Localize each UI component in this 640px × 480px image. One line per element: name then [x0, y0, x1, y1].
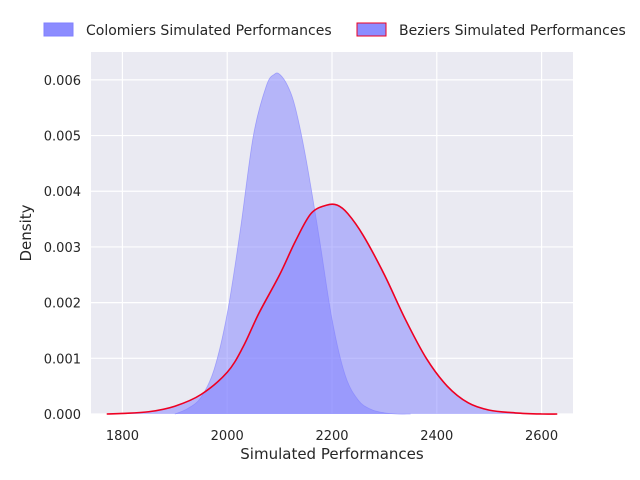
- series-2-line: [106, 203, 558, 415]
- series-1-area: [174, 72, 411, 415]
- y-tick-label: 0.002: [44, 297, 81, 312]
- y-tick-label: 0.000: [44, 408, 81, 423]
- x-axis-title: Simulated Performances: [240, 445, 424, 463]
- y-axis-ticks: 0.000 0.001 0.002 0.003 0.004 0.005 0.006: [44, 74, 81, 423]
- y-tick-label: 0.006: [44, 74, 81, 89]
- x-tick-label: 2400: [420, 429, 453, 444]
- y-tick-label: 0.003: [44, 241, 81, 256]
- y-tick-label: 0.005: [44, 130, 81, 145]
- x-tick-label: 2600: [525, 429, 558, 444]
- series-2-area: [106, 204, 558, 415]
- x-tick-label: 2000: [211, 429, 244, 444]
- x-axis-ticks: 1800 2000 2200 2400 2600: [106, 429, 558, 444]
- x-tick-label: 2200: [315, 429, 348, 444]
- density-areas: [106, 72, 558, 415]
- y-axis-title: Density: [17, 204, 35, 261]
- legend-label-2: Beziers Simulated Performances: [399, 23, 626, 39]
- legend: Colomiers Simulated Performances Beziers …: [43, 22, 626, 39]
- legend-swatch-1: [43, 22, 74, 37]
- y-tick-label: 0.004: [44, 185, 81, 200]
- legend-label-1: Colomiers Simulated Performances: [86, 23, 332, 39]
- y-tick-label: 0.001: [44, 352, 81, 367]
- x-tick-label: 1800: [106, 429, 139, 444]
- legend-swatch-2: [356, 22, 387, 37]
